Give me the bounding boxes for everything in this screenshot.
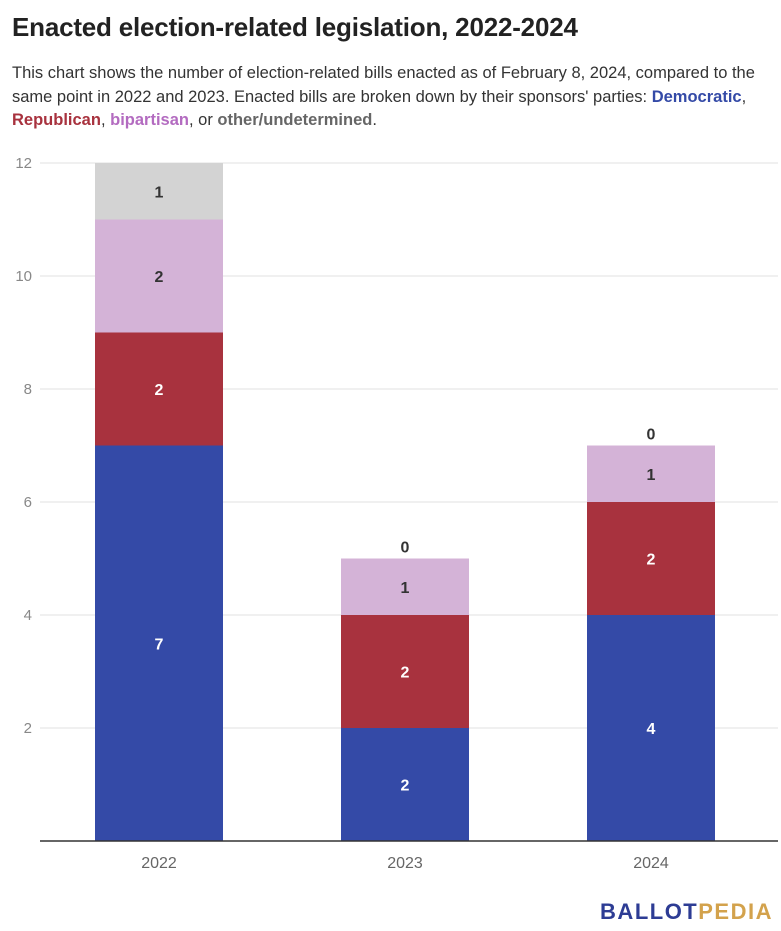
bar-segment-democratic	[341, 728, 469, 841]
subtitle-sep: ,	[741, 87, 747, 106]
legend-democratic: Democratic	[651, 87, 742, 106]
subtitle-sep: ,	[100, 111, 111, 129]
chart-subtitle: This chart shows the number of election-…	[12, 62, 777, 133]
bar-segment-other	[95, 163, 223, 220]
bar-segment-republican	[587, 502, 715, 615]
data-label-other: 0	[647, 427, 656, 444]
bar-segment-bipartisan	[341, 558, 469, 615]
data-label-republican: 2	[155, 382, 164, 399]
data-label-bipartisan: 1	[647, 467, 656, 484]
logo-pedia-text: PEDIA	[698, 899, 773, 924]
data-label-democratic: 4	[647, 721, 656, 738]
legend-other: other/undetermined	[217, 111, 373, 129]
data-label-democratic: 2	[401, 778, 410, 795]
data-label-democratic: 7	[155, 636, 164, 653]
bar-segment-republican	[95, 332, 223, 446]
y-tick-label: 6	[24, 494, 32, 511]
legend-republican: Republican	[12, 111, 101, 129]
bar-segment-democratic	[587, 615, 715, 841]
ballotpedia-logo: BALLOTPEDIA	[600, 899, 773, 925]
data-label-republican: 2	[401, 665, 410, 682]
subtitle-intro: This chart shows the number of election-…	[12, 64, 755, 106]
x-tick-label: 2024	[633, 855, 669, 872]
data-label-other: 1	[155, 184, 164, 201]
y-tick-label: 12	[15, 155, 32, 172]
y-tick-label: 2	[24, 720, 32, 737]
data-label-republican: 2	[647, 552, 656, 569]
bar-segment-republican	[341, 615, 469, 728]
x-tick-label: 2023	[387, 855, 423, 872]
data-label-other: 0	[401, 540, 410, 557]
bar-segment-bipartisan	[587, 445, 715, 502]
subtitle-end: .	[372, 111, 377, 129]
data-label-bipartisan: 2	[155, 269, 164, 286]
legend-bipartisan: bipartisan	[110, 111, 189, 129]
y-tick-label: 4	[24, 607, 32, 624]
x-tick-label: 2022	[141, 855, 177, 872]
logo-ballot-text: BALLOT	[600, 899, 699, 924]
data-label-bipartisan: 1	[401, 580, 410, 597]
chart-title: Enacted election-related legislation, 20…	[12, 12, 578, 42]
bar-segment-bipartisan	[95, 219, 223, 333]
bar-segment-democratic	[95, 445, 223, 841]
y-tick-label: 10	[15, 268, 32, 285]
y-tick-label: 8	[24, 381, 32, 398]
subtitle-sep: , or	[188, 111, 218, 129]
